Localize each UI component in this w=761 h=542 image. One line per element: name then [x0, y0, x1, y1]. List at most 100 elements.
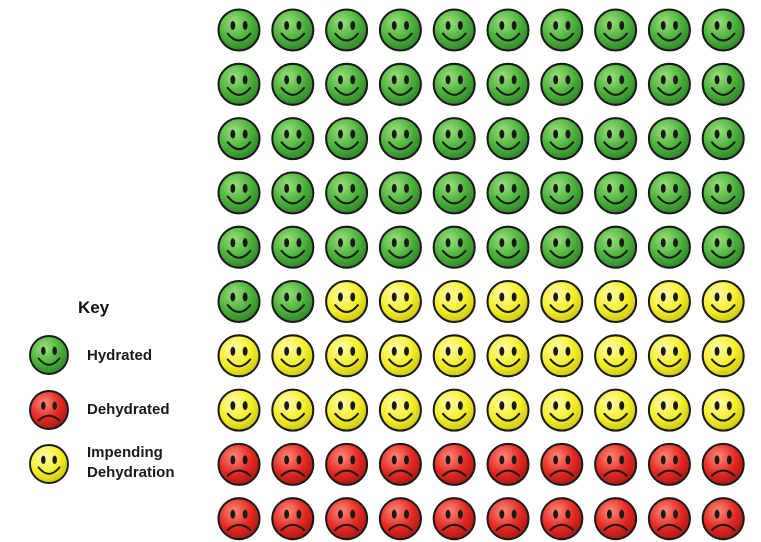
face-icon-hydrated [325, 62, 369, 106]
legend-label-hydrated: Hydrated [87, 347, 153, 364]
face-icon-dehydrated [325, 442, 369, 486]
face-icon-impending-dehydration [701, 388, 745, 432]
legend-label-impending-line1: Impending [87, 444, 163, 461]
face-icon-hydrated [432, 171, 476, 215]
face-icon-hydrated [271, 225, 315, 269]
face-icon-dehydrated [701, 442, 745, 486]
face-icon-hydrated [486, 171, 530, 215]
face-icon-hydrated [594, 171, 638, 215]
face-icon-hydrated [271, 8, 315, 52]
face-icon-impending-dehydration [540, 388, 584, 432]
face-icon-impending-dehydration [432, 279, 476, 324]
face-icon-hydrated [701, 117, 745, 161]
face-icon-hydrated [432, 117, 476, 161]
face-icon-hydrated [647, 8, 691, 52]
face-icon-dehydrated [647, 497, 691, 541]
legend-label-dehydrated: Dehydrated [87, 401, 170, 418]
face-icon-hydrated [594, 8, 638, 52]
face-icon-hydrated [540, 62, 584, 106]
face-icon-hydrated [217, 62, 261, 106]
face-icon-impending-dehydration [325, 334, 369, 378]
face-icon-dehydrated [540, 442, 584, 486]
face-icon-hydrated [217, 117, 261, 161]
face-icon-hydrated [647, 171, 691, 215]
face-icon-dehydrated [378, 442, 422, 486]
legend-icon-hydrated [29, 335, 69, 375]
face-icon-impending-dehydration [271, 388, 315, 432]
face-icon-impending-dehydration [378, 388, 422, 432]
face-icon-dehydrated [325, 497, 369, 541]
face-icon-impending-dehydration [378, 279, 422, 324]
face-icon-dehydrated [432, 497, 476, 541]
face-icon-hydrated [594, 117, 638, 161]
legend-label-impending-dehydration: Impending Dehydration [87, 443, 207, 483]
legend-title: Key [78, 298, 110, 317]
face-icon-impending-dehydration [217, 334, 261, 378]
face-icon-dehydrated [647, 442, 691, 486]
face-icon-hydrated [432, 8, 476, 52]
face-icon-hydrated [540, 8, 584, 52]
face-icon-hydrated [432, 225, 476, 269]
face-icon-hydrated [647, 225, 691, 269]
face-icon-dehydrated [594, 497, 638, 541]
face-icon-hydrated [378, 171, 422, 215]
face-icon-impending-dehydration [540, 279, 584, 324]
face-icon-impending-dehydration [701, 279, 745, 324]
face-icon-hydrated [647, 62, 691, 106]
face-icon-hydrated [378, 117, 422, 161]
face-icon-hydrated [378, 8, 422, 52]
face-icon-impending-dehydration [325, 279, 369, 324]
face-icon-impending-dehydration [594, 279, 638, 324]
legend-icon-dehydrated [29, 390, 69, 430]
face-icon-hydrated [271, 62, 315, 106]
face-icon-hydrated [540, 171, 584, 215]
face-icon-hydrated [486, 62, 530, 106]
face-icon-impending-dehydration [701, 334, 745, 378]
face-icon-dehydrated [217, 442, 261, 486]
face-icon-hydrated [701, 225, 745, 269]
face-icon-dehydrated [271, 497, 315, 541]
face-icon-hydrated [701, 62, 745, 106]
face-icon-hydrated [701, 8, 745, 52]
face-icon-hydrated [540, 225, 584, 269]
face-icon-impending-dehydration [647, 388, 691, 432]
face-icon-hydrated [378, 225, 422, 269]
face-icon-hydrated [540, 117, 584, 161]
legend-label-impending-line2: Dehydration [87, 464, 175, 481]
face-icon-hydrated [432, 62, 476, 106]
face-icon-hydrated [486, 225, 530, 269]
face-icon-dehydrated [486, 442, 530, 486]
face-icon-impending-dehydration [325, 388, 369, 432]
face-icon-impending-dehydration [486, 388, 530, 432]
face-icon-hydrated [594, 225, 638, 269]
face-icon-dehydrated [701, 497, 745, 541]
face-icon-hydrated [271, 279, 315, 324]
face-icon-impending-dehydration [486, 279, 530, 324]
legend [29, 335, 69, 484]
face-icon-hydrated [217, 279, 261, 324]
face-icon-hydrated [594, 62, 638, 106]
face-icon-dehydrated [486, 497, 530, 541]
face-icon-hydrated [647, 117, 691, 161]
face-icon-dehydrated [378, 497, 422, 541]
face-icon-dehydrated [540, 497, 584, 541]
face-icon-hydrated [271, 117, 315, 161]
face-icon-impending-dehydration [594, 388, 638, 432]
face-icon-impending-dehydration [271, 334, 315, 378]
face-icon-dehydrated [432, 442, 476, 486]
face-icon-hydrated [325, 171, 369, 215]
face-icon-dehydrated [217, 497, 261, 541]
face-icon-impending-dehydration [647, 279, 691, 324]
face-icon-hydrated [217, 8, 261, 52]
face-icon-hydrated [701, 171, 745, 215]
face-icon-impending-dehydration [594, 334, 638, 378]
face-icon-impending-dehydration [378, 334, 422, 378]
face-icon-hydrated [217, 225, 261, 269]
face-icon-impending-dehydration [217, 388, 261, 432]
legend-icon-impending-dehydration [29, 444, 69, 484]
face-icon-impending-dehydration [540, 334, 584, 378]
face-icon-hydrated [217, 171, 261, 215]
face-icon-hydrated [486, 117, 530, 161]
face-icon-impending-dehydration [486, 334, 530, 378]
